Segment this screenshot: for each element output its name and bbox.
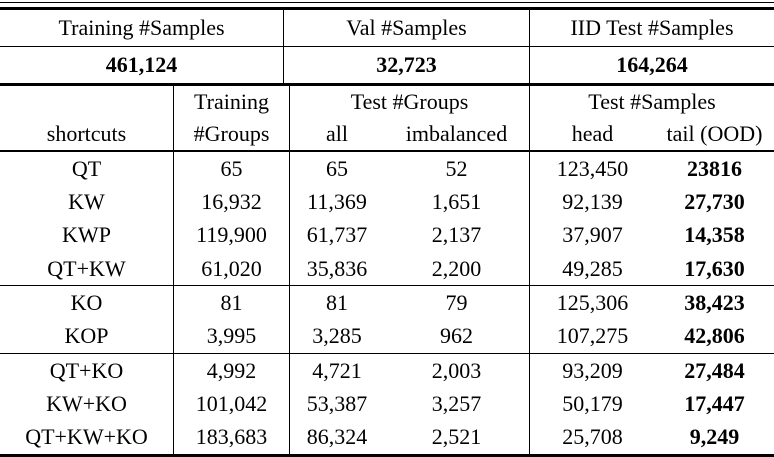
cell-head: 93,209: [529, 353, 655, 388]
cell-imbalanced: 2,200: [431, 255, 482, 281]
cell-shortcut: QT+KO: [49, 357, 124, 383]
table-row: KW+KO 101,042 53,387 3,257 50,179 17,447: [0, 387, 774, 421]
cell-training-groups: 81: [173, 286, 289, 320]
cell-shortcut: QT: [71, 155, 102, 181]
col-header-all: all: [289, 118, 384, 150]
table-body: QT 65 65 52 123,450 23816 KW 16,932 11,3…: [0, 152, 774, 454]
group-separator-rule: [0, 285, 774, 287]
col-group-test-groups: Test #Groups: [289, 86, 529, 118]
summary-header-val: Val #Samples: [283, 10, 529, 46]
cell-training-groups: 4,992: [173, 353, 289, 388]
cell-head: 123,450: [529, 152, 655, 186]
bottom-rule: [0, 454, 774, 457]
cell-training-groups: 183,683: [173, 420, 289, 454]
col-header-training-groups-line1: Training: [173, 86, 289, 118]
column-header-section: shortcuts Training #Groups Test #Groups …: [0, 86, 774, 150]
col-group-test-samples: Test #Samples: [529, 86, 774, 118]
cell-imbalanced: 2,003: [431, 357, 482, 383]
cell-head: 25,708: [529, 420, 655, 454]
cell-shortcut: KW+KO: [46, 390, 127, 416]
summary-values-row: 461,124 32,723 164,264: [0, 47, 774, 83]
cell-imbalanced: 79: [445, 289, 468, 315]
cell-head: 49,285: [529, 251, 655, 286]
cell-imbalanced: 1,651: [431, 188, 482, 214]
cell-tail: 38,423: [684, 289, 745, 315]
cell-tail: 23816: [687, 155, 742, 181]
cell-imbalanced: 2,137: [431, 222, 482, 248]
summary-value-val: 32,723: [283, 47, 529, 83]
cell-all: 65: [289, 152, 384, 186]
cell-all: 3,285: [289, 319, 384, 353]
table-row: KO 81 81 79 125,306 38,423: [0, 286, 774, 320]
cell-imbalanced: 52: [445, 155, 468, 181]
cell-head: 50,179: [529, 387, 655, 421]
cell-training-groups: 65: [173, 152, 289, 186]
table-row: KWP 119,900 61,737 2,137 37,907 14,358: [0, 218, 774, 252]
cell-training-groups: 3,995: [173, 319, 289, 353]
cell-shortcut: KO: [70, 289, 103, 315]
cell-training-groups: 119,900: [173, 218, 289, 252]
cell-tail: 17,630: [684, 255, 745, 281]
col-header-shortcuts: shortcuts: [46, 121, 127, 146]
col-header-head: head: [529, 118, 655, 150]
table-row: QT+KW+KO 183,683 86,324 2,521 25,708 9,2…: [0, 420, 774, 454]
summary-header-training: Training #Samples: [58, 15, 225, 40]
cell-tail: 17,447: [684, 390, 745, 416]
cell-shortcut: QT+KW: [47, 255, 126, 281]
cell-shortcut: KWP: [62, 222, 111, 248]
summary-value-training: 461,124: [105, 52, 178, 77]
summary-header-row: Training #Samples Val #Samples IID Test …: [0, 10, 774, 46]
cell-all: 4,721: [289, 353, 384, 388]
col-header-imbalanced: imbalanced: [405, 121, 508, 146]
table-row: QT 65 65 52 123,450 23816: [0, 152, 774, 186]
table-row: KW 16,932 11,369 1,651 92,139 27,730: [0, 185, 774, 219]
cell-imbalanced: 3,257: [431, 390, 482, 416]
table-row: KOP 3,995 3,285 962 107,275 42,806: [0, 319, 774, 353]
top-rule-thin: [0, 2, 774, 3]
cell-shortcut: KW: [68, 188, 105, 214]
cell-all: 86,324: [289, 420, 384, 454]
cell-imbalanced: 962: [440, 323, 473, 349]
summary-header-iid-test: IID Test #Samples: [529, 10, 774, 46]
summary-bottom-rule: [0, 83, 774, 86]
cell-all: 11,369: [289, 185, 384, 219]
summary-value-iid-test: 164,264: [529, 47, 774, 83]
summary-divider-rule: [0, 46, 774, 47]
cell-all: 35,836: [289, 251, 384, 286]
cell-training-groups: 101,042: [173, 387, 289, 421]
cell-head: 125,306: [529, 286, 655, 320]
table-row: QT+KO 4,992 4,721 2,003 93,209 27,484: [0, 353, 774, 388]
col-header-tail-ood: tail (OOD): [666, 121, 763, 146]
table-row: QT+KW 61,020 35,836 2,200 49,285 17,630: [0, 251, 774, 286]
cell-tail: 27,730: [684, 188, 745, 214]
cell-all: 53,387: [289, 387, 384, 421]
cell-head: 37,907: [529, 218, 655, 252]
cell-tail: 27,484: [684, 357, 745, 383]
cell-shortcut: KOP: [64, 323, 109, 349]
cell-all: 81: [289, 286, 384, 320]
group-separator-rule: [0, 352, 774, 354]
cell-head: 92,139: [529, 185, 655, 219]
col-header-training-groups-line2: #Groups: [173, 118, 289, 150]
cell-all: 61,737: [289, 218, 384, 252]
cell-tail: 14,358: [684, 222, 745, 248]
cell-training-groups: 16,932: [173, 185, 289, 219]
cell-tail: 42,806: [684, 323, 745, 349]
header-bottom-rule: [0, 150, 774, 152]
cell-head: 107,275: [529, 319, 655, 353]
cell-shortcut: QT+KW+KO: [25, 424, 148, 450]
cell-imbalanced: 2,521: [431, 424, 482, 450]
cell-tail: 9,249: [689, 424, 740, 450]
cell-training-groups: 61,020: [173, 251, 289, 286]
top-rule-thick: [0, 7, 774, 10]
